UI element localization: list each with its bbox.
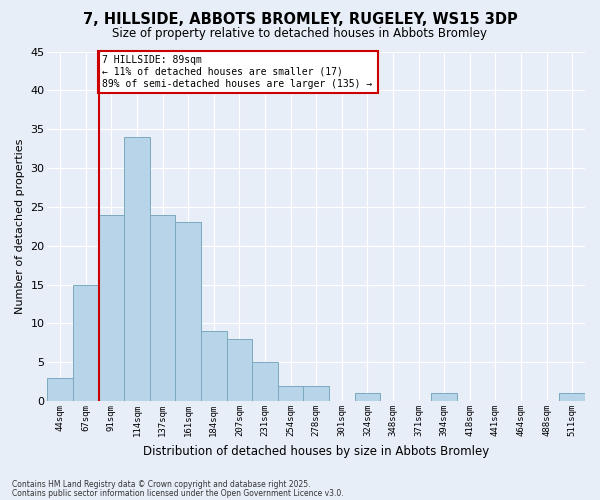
Bar — [252, 362, 278, 401]
Y-axis label: Number of detached properties: Number of detached properties — [15, 138, 25, 314]
Bar — [124, 137, 150, 401]
Bar — [278, 386, 304, 401]
Bar — [304, 386, 329, 401]
Bar — [201, 331, 227, 401]
Text: Contains public sector information licensed under the Open Government Licence v3: Contains public sector information licen… — [12, 488, 344, 498]
Bar — [73, 284, 98, 401]
Bar — [150, 214, 175, 401]
Bar — [559, 394, 585, 401]
Text: Contains HM Land Registry data © Crown copyright and database right 2025.: Contains HM Land Registry data © Crown c… — [12, 480, 311, 489]
X-axis label: Distribution of detached houses by size in Abbots Bromley: Distribution of detached houses by size … — [143, 444, 490, 458]
Bar — [175, 222, 201, 401]
Text: 7 HILLSIDE: 89sqm
← 11% of detached houses are smaller (17)
89% of semi-detached: 7 HILLSIDE: 89sqm ← 11% of detached hous… — [103, 56, 373, 88]
Bar — [355, 394, 380, 401]
Bar — [227, 339, 252, 401]
Text: Size of property relative to detached houses in Abbots Bromley: Size of property relative to detached ho… — [113, 28, 487, 40]
Bar — [98, 214, 124, 401]
Text: 7, HILLSIDE, ABBOTS BROMLEY, RUGELEY, WS15 3DP: 7, HILLSIDE, ABBOTS BROMLEY, RUGELEY, WS… — [83, 12, 517, 28]
Bar — [47, 378, 73, 401]
Bar — [431, 394, 457, 401]
